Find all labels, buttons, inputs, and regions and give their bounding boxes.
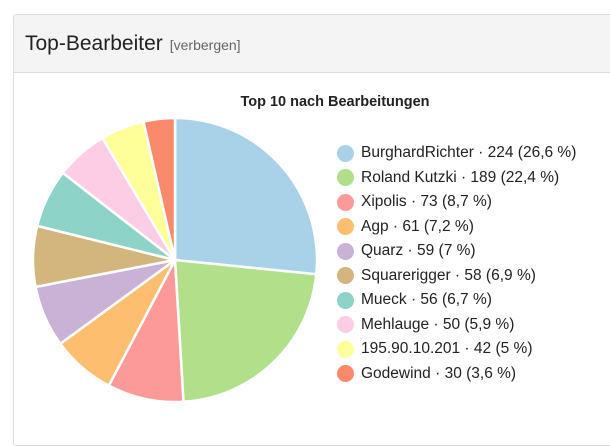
legend-swatch-icon [337,144,354,162]
legend-swatch-icon [337,316,354,334]
pie-slice-godewind[interactable] [142,116,177,262]
legend-swatch-icon [337,291,354,309]
legend-swatch-icon [337,218,354,236]
legend-label: BurghardRichter · 224 (26,6 %) [361,144,577,162]
legend-swatch-icon [337,169,354,187]
panel-title: Top-Bearbeiter [25,31,163,55]
legend-item[interactable]: BurghardRichter · 224 (26,6 %) [337,141,576,166]
legend-item[interactable]: Quarz · 59 (7 %) [337,239,576,264]
pie-chart [31,116,319,404]
legend-swatch-icon [337,267,354,285]
legend-item[interactable]: Mehlauge · 50 (5,9 %) [337,313,576,338]
legend-label: 195.90.10.201 · 42 (5 %) [361,340,533,358]
legend-label: Godewind · 30 (3,6 %) [361,364,517,382]
legend-label: Squarerigger · 58 (6,9 %) [361,266,536,284]
legend-item[interactable]: Godewind · 30 (3,6 %) [337,362,576,387]
pie-slice-burghardrichter[interactable] [173,116,319,276]
legend-item[interactable]: 195.90.10.201 · 42 (5 %) [337,337,576,362]
legend-label: Roland Kutzki · 189 (22,4 %) [361,168,560,186]
legend-item[interactable]: Xipolis · 73 (8,7 %) [337,190,576,215]
legend-item[interactable]: Mueck · 56 (6,7 %) [337,288,576,313]
legend-swatch-icon [337,365,354,383]
legend-swatch-icon [337,242,354,260]
legend-label: Agp · 61 (7,2 %) [361,217,474,235]
legend-swatch-icon [337,340,354,358]
chart-legend: BurghardRichter · 224 (26,6 %) Roland Kut… [337,141,576,386]
legend-label: Xipolis · 73 (8,7 %) [361,193,492,211]
legend-label: Mehlauge · 50 (5,9 %) [361,315,515,333]
hide-toggle-link[interactable]: [verbergen] [169,37,241,53]
panel-header: Top-Bearbeiter [verbergen] [14,15,610,73]
legend-item[interactable]: Roland Kutzki · 189 (22,4 %) [337,166,576,191]
legend-label: Quarz · 59 (7 %) [361,242,476,260]
legend-label: Mueck · 56 (6,7 %) [361,291,492,309]
legend-swatch-icon [337,193,354,211]
chart-title: Top 10 nach Bearbeitungen [240,94,430,110]
legend-item[interactable]: Squarerigger · 58 (6,9 %) [337,264,576,289]
pie-slice-roland-kutzki[interactable] [173,258,318,403]
legend-item[interactable]: Agp · 61 (7,2 %) [337,215,576,240]
